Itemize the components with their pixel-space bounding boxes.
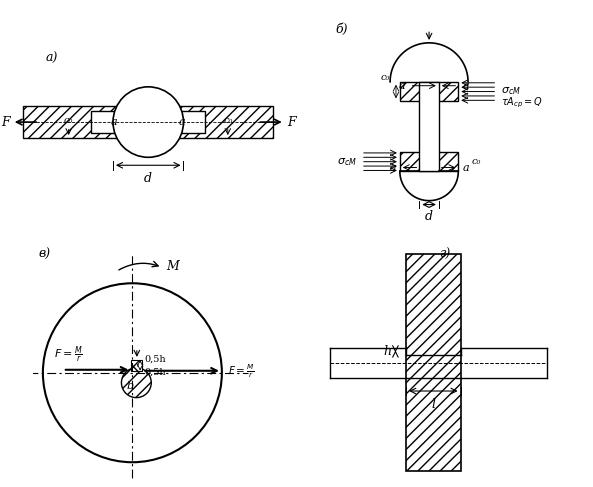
Circle shape bbox=[113, 87, 183, 157]
Text: a: a bbox=[179, 117, 186, 127]
Text: a: a bbox=[390, 163, 396, 172]
Bar bbox=[132, 360, 142, 371]
Text: b: b bbox=[127, 381, 134, 391]
Bar bbox=[23, 106, 148, 138]
Text: а): а) bbox=[46, 52, 58, 65]
Text: 0,5h: 0,5h bbox=[144, 355, 166, 363]
Text: c₀: c₀ bbox=[472, 157, 482, 166]
Text: c₀: c₀ bbox=[223, 116, 232, 126]
Text: $\tau A_{cp}=Q$: $\tau A_{cp}=Q$ bbox=[501, 96, 543, 111]
Text: $F=\frac{M}{r}$: $F=\frac{M}{r}$ bbox=[55, 344, 83, 365]
Bar bbox=[400, 82, 458, 101]
Text: в): в) bbox=[39, 247, 51, 261]
Text: c₀: c₀ bbox=[381, 74, 390, 82]
Bar bbox=[148, 106, 273, 138]
Text: 0,5h: 0,5h bbox=[144, 367, 166, 376]
Text: c₀: c₀ bbox=[64, 116, 74, 126]
Text: г): г) bbox=[439, 248, 450, 261]
Text: a: a bbox=[462, 163, 469, 172]
Text: F: F bbox=[1, 115, 9, 129]
Text: a: a bbox=[462, 81, 469, 91]
Bar bbox=[406, 254, 461, 471]
Text: l: l bbox=[431, 397, 435, 411]
Text: б): б) bbox=[336, 23, 348, 37]
Bar bbox=[419, 82, 439, 171]
Text: a: a bbox=[399, 81, 406, 91]
Text: $F=\frac{M}{r}$: $F=\frac{M}{r}$ bbox=[228, 362, 255, 380]
Text: a: a bbox=[111, 117, 117, 127]
Text: F: F bbox=[287, 115, 295, 129]
Text: $\sigma_{cM}$: $\sigma_{cM}$ bbox=[337, 156, 357, 168]
Text: d: d bbox=[144, 172, 152, 185]
Text: h: h bbox=[383, 345, 391, 358]
Text: $\sigma_{cM}$: $\sigma_{cM}$ bbox=[501, 86, 521, 97]
Text: M: M bbox=[166, 260, 179, 273]
Circle shape bbox=[43, 283, 222, 462]
Bar bbox=[91, 111, 205, 133]
Text: d: d bbox=[425, 210, 433, 224]
Bar bbox=[400, 152, 458, 171]
